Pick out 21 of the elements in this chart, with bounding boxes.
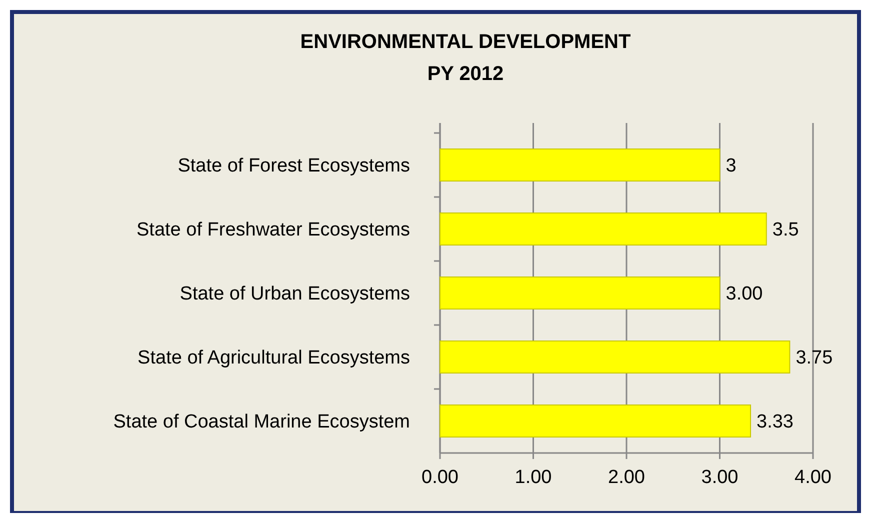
chart-title: ENVIRONMENTAL DEVELOPMENT PY 2012 [300,31,631,85]
x-tick-label: 1.00 [514,467,552,488]
data-label: 3.00 [726,284,763,305]
y-tick-label: State of Freshwater Ecosystems [136,220,410,241]
bar [440,148,720,182]
y-tick-label: State of Forest Ecosystems [178,156,410,177]
data-label: 3.75 [796,348,833,369]
bar [440,340,790,374]
y-tick-label: State of Coastal Marine Ecosystem [113,412,410,433]
data-label: 3 [726,156,736,177]
bar [440,276,720,310]
x-tick-label: 0.00 [422,467,458,488]
data-label: 3.5 [772,220,799,241]
x-tick-label: 3.00 [701,467,738,488]
data-label: 3.33 [756,412,794,433]
y-tick-label: State of Urban Ecosystems [180,284,410,305]
x-tick-label: 2.00 [608,467,645,488]
bar [440,404,752,438]
bar [440,212,767,246]
x-tick-label: 4.00 [794,467,832,488]
y-tick-label: State of Agricultural Ecosystems [138,348,410,369]
